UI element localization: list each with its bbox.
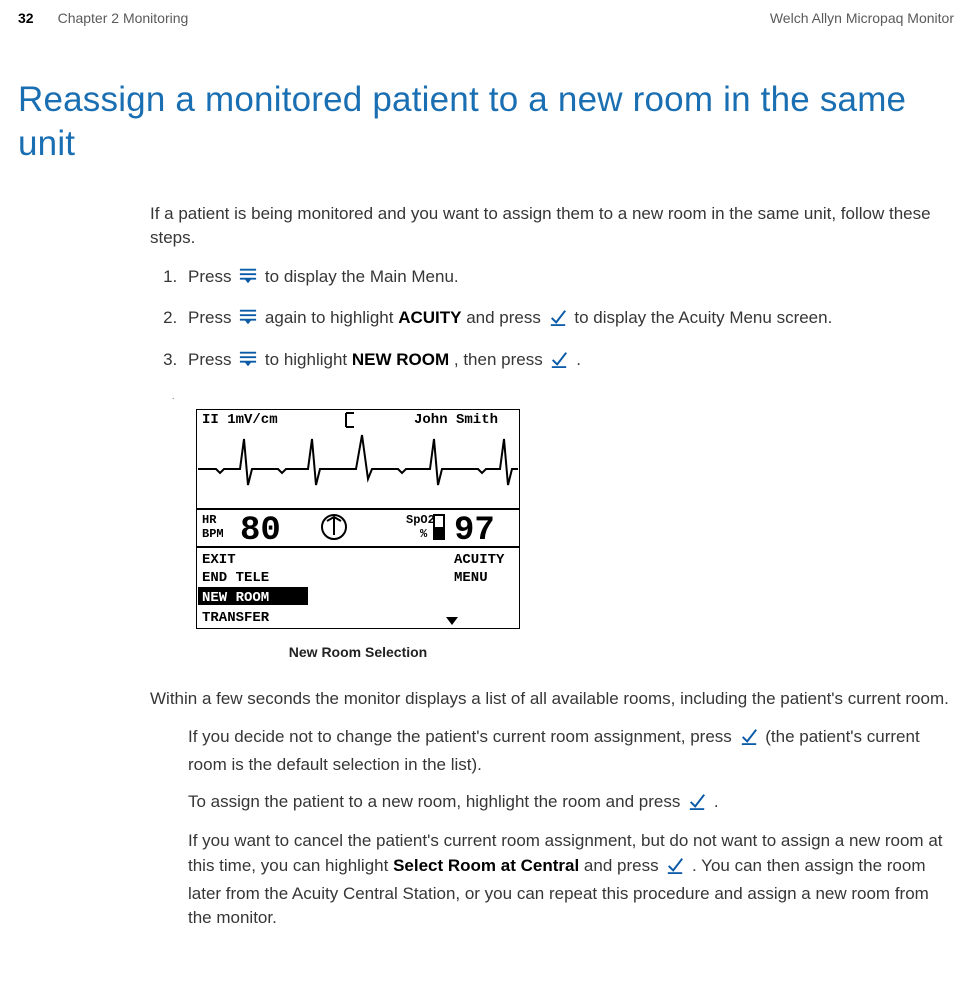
bold-label: ACUITY <box>398 308 461 327</box>
text: and press <box>584 856 663 875</box>
menu-item: END TELE <box>202 570 269 586</box>
pct-label: % <box>420 527 428 541</box>
menu-icon <box>238 350 258 376</box>
menu-item-selected: NEW ROOM <box>202 590 269 606</box>
chapter-label: Chapter 2 Monitoring <box>58 10 189 26</box>
page-header: 32 Chapter 2 Monitoring Welch Allyn Micr… <box>18 10 954 26</box>
sub-p3: If you want to cancel the patient's curr… <box>188 829 954 931</box>
sub-p2: To assign the patient to a new room, hig… <box>188 790 954 818</box>
monitor-figure: II 1mV/cm John Smith HR BPM 80 SpO2 <box>196 409 954 637</box>
page-title: Reassign a monitored patient to a new ro… <box>18 78 954 166</box>
step-text: Press <box>188 350 236 369</box>
menu-icon <box>238 308 258 334</box>
spo2-value: 97 <box>454 512 495 550</box>
text: If you decide not to change the patient'… <box>188 727 737 746</box>
lead-label: II 1mV/cm <box>202 412 278 428</box>
menu-icon <box>238 267 258 293</box>
step-text: again to highlight <box>265 308 398 327</box>
sub-p1: If you decide not to change the patient'… <box>188 725 954 777</box>
step-text: Press <box>188 267 236 286</box>
menu-title: ACUITY <box>454 552 505 568</box>
bold-label: NEW ROOM <box>352 350 449 369</box>
bold-label: Select Room at Central <box>393 856 579 875</box>
intro-text: If a patient is being monitored and you … <box>150 202 954 251</box>
step-text: to display the Acuity Menu screen. <box>574 308 832 327</box>
step-text: to display the Main Menu. <box>265 267 459 286</box>
product-label: Welch Allyn Micropaq Monitor <box>770 10 954 26</box>
spo2-label: SpO2 <box>406 513 435 527</box>
figure-dot: . <box>172 390 954 403</box>
steps-list: Press to display the Main Menu. Press <box>150 265 954 376</box>
bpm-label: BPM <box>202 527 224 541</box>
step-3: Press to highlight NEW ROOM , then press <box>182 348 954 376</box>
patient-name: John Smith <box>414 412 498 428</box>
after-text: Within a few seconds the monitor display… <box>150 687 954 712</box>
hr-label: HR <box>202 513 217 527</box>
select-icon <box>549 350 569 376</box>
select-icon <box>687 792 707 818</box>
step-text: Press <box>188 308 236 327</box>
text: To assign the patient to a new room, hig… <box>188 792 685 811</box>
text: . <box>714 792 719 811</box>
select-icon <box>739 727 759 753</box>
step-text: . <box>576 350 581 369</box>
step-text: and press <box>466 308 545 327</box>
figure-caption: New Room Selection <box>196 642 520 662</box>
menu-title: MENU <box>454 570 488 586</box>
step-text: to highlight <box>265 350 352 369</box>
step-text: , then press <box>454 350 548 369</box>
select-icon <box>665 856 685 882</box>
step-2: Press again to highlight ACUITY and pres… <box>182 306 954 334</box>
step-1: Press to display the Main Menu. <box>182 265 954 293</box>
menu-item: TRANSFER <box>202 610 270 626</box>
menu-item: EXIT <box>202 552 236 568</box>
page-number: 32 <box>18 10 34 26</box>
hr-value: 80 <box>240 512 281 550</box>
select-icon <box>548 308 568 334</box>
sub-notes: If you decide not to change the patient'… <box>188 725 954 930</box>
